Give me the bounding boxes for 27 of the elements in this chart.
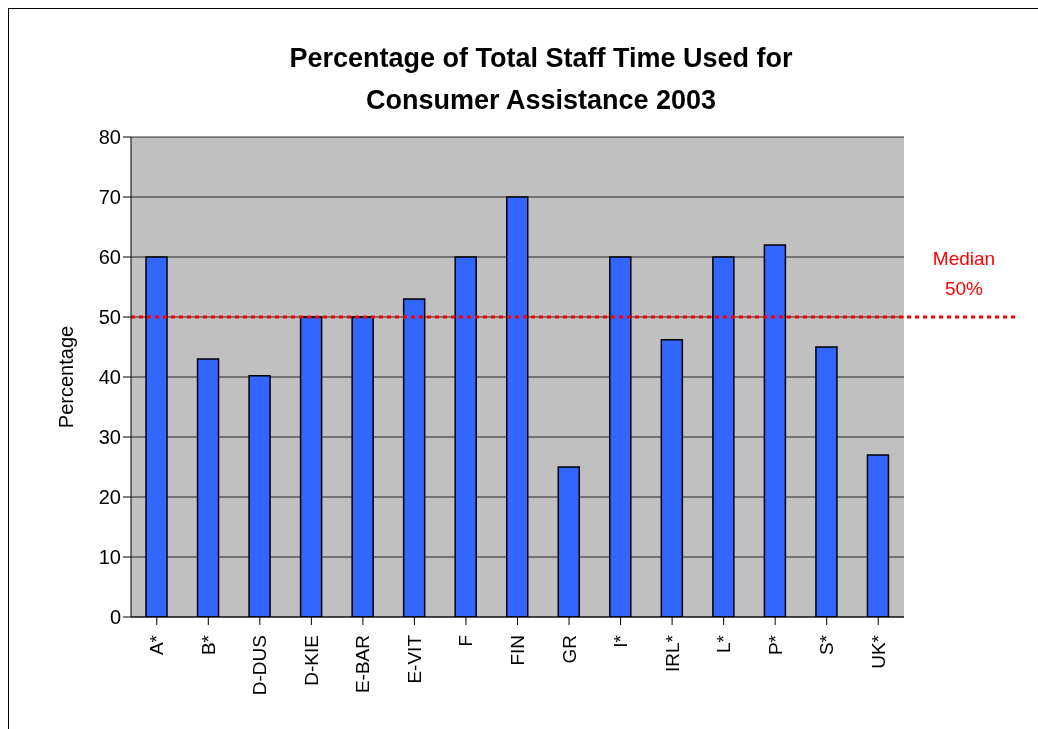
x-tick-label: IRL* xyxy=(661,634,683,672)
chart-title: Percentage of Total Staff Time Used for Consumer Assistance 2003 xyxy=(288,42,794,117)
y-tick-label: 20 xyxy=(98,486,121,509)
ref-line-label: Median 50% xyxy=(932,248,996,299)
y-tick-label: 30 xyxy=(98,426,121,449)
y-tick-label: 60 xyxy=(98,246,121,269)
x-tick-label: L* xyxy=(713,634,735,653)
x-tick-label: E-BAR xyxy=(352,635,374,694)
y-tick-label: 80 xyxy=(98,126,121,149)
y-tick-label: 40 xyxy=(98,366,121,389)
x-tick-label: D-KIE xyxy=(300,635,322,686)
x-tick-label: E-VIT xyxy=(403,634,425,684)
y-tick-label: 10 xyxy=(98,546,121,569)
y-tick-label: 0 xyxy=(109,606,121,629)
x-tick-label: P* xyxy=(764,634,786,656)
x-tick-label: B* xyxy=(197,634,219,656)
y-tick-label: 50 xyxy=(98,306,121,329)
x-tick-label: FIN xyxy=(507,635,528,666)
x-tick-label: S* xyxy=(816,634,838,656)
x-tick-label: D-DUS xyxy=(249,635,271,696)
x-tick-label: F xyxy=(455,635,477,647)
x-tick-label: I* xyxy=(610,634,632,648)
x-tick-label: UK* xyxy=(867,634,889,669)
x-tick-label: GR xyxy=(558,635,580,664)
y-axis-title: Percentage xyxy=(55,325,78,429)
x-tick-label: A* xyxy=(146,634,168,656)
y-tick-label: 70 xyxy=(98,186,121,209)
